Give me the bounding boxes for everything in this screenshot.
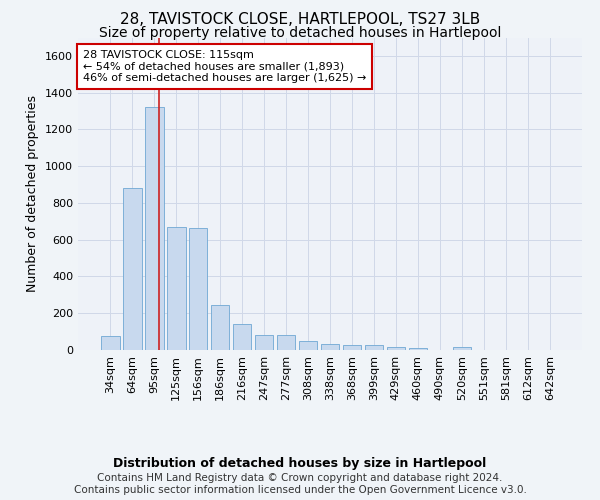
Text: 28, TAVISTOCK CLOSE, HARTLEPOOL, TS27 3LB: 28, TAVISTOCK CLOSE, HARTLEPOOL, TS27 3L…: [120, 12, 480, 28]
Bar: [189, 228, 208, 350]
Bar: [299, 341, 317, 350]
Bar: [409, 348, 427, 350]
Bar: [452, 346, 471, 350]
Text: Contains HM Land Registry data © Crown copyright and database right 2024.
Contai: Contains HM Land Registry data © Crown c…: [74, 474, 526, 495]
Bar: [365, 346, 383, 350]
Text: 28 TAVISTOCK CLOSE: 115sqm
← 54% of detached houses are smaller (1,893)
46% of s: 28 TAVISTOCK CLOSE: 115sqm ← 54% of deta…: [83, 50, 367, 83]
Bar: [320, 344, 340, 350]
Bar: [167, 227, 185, 350]
Bar: [277, 336, 295, 350]
Text: Distribution of detached houses by size in Hartlepool: Distribution of detached houses by size …: [113, 458, 487, 470]
Bar: [145, 108, 164, 350]
Text: Size of property relative to detached houses in Hartlepool: Size of property relative to detached ho…: [99, 26, 501, 40]
Bar: [211, 305, 229, 350]
Bar: [123, 188, 142, 350]
Bar: [255, 336, 274, 350]
Bar: [101, 336, 119, 350]
Bar: [386, 347, 405, 350]
Bar: [233, 324, 251, 350]
Bar: [343, 345, 361, 350]
Y-axis label: Number of detached properties: Number of detached properties: [26, 95, 40, 292]
